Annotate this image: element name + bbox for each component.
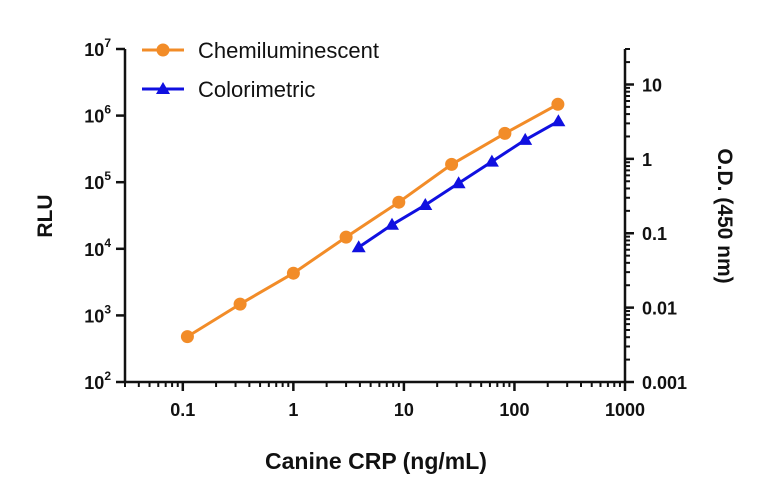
- y-tick-label: 102: [84, 369, 111, 393]
- data-point-colorimetric: [451, 176, 466, 189]
- axes: 102 103 104 105 106 107 0.001 0.01 0.1 1 10 0.1 1 10 1…: [84, 36, 687, 420]
- x-tick-label: 1000: [605, 400, 645, 420]
- y2-tick-label: 0.01: [642, 299, 677, 319]
- data-point-colorimetric: [385, 217, 399, 230]
- y-axis-title: RLU: [34, 194, 57, 237]
- data-point-chemiluminescent: [180, 330, 194, 344]
- y-tick-label: 106: [84, 103, 111, 127]
- y-tick-label: 103: [84, 302, 111, 326]
- y2-axis-title: O.D. (450 nm): [713, 148, 736, 283]
- data-point-colorimetric: [351, 240, 366, 253]
- data-point-colorimetric: [484, 154, 499, 167]
- x-tick-label: 10: [394, 400, 414, 420]
- x-axis-title: Canine CRP (ng/mL): [265, 448, 487, 474]
- x-tick-label: 1: [288, 400, 298, 420]
- legend: Chemiluminescent Colorimetric: [142, 38, 379, 102]
- data-point-colorimetric: [418, 198, 433, 210]
- series-line-chemiluminescent: [186, 102, 559, 338]
- legend-marker-colorimetric: [156, 82, 170, 94]
- data-point-chemiluminescent: [339, 230, 353, 244]
- legend-marker-chemiluminescent: [156, 43, 170, 57]
- data-point-chemiluminescent: [551, 97, 565, 111]
- legend-label-chemiluminescent: Chemiluminescent: [198, 38, 379, 63]
- x-tick-label: 100: [499, 400, 529, 420]
- legend-label-colorimetric: Colorimetric: [198, 77, 315, 102]
- y2-tick-label: 1: [642, 150, 652, 170]
- data-point-chemiluminescent: [498, 126, 512, 140]
- series-layer: [180, 97, 566, 344]
- data-point-chemiluminescent: [233, 297, 247, 311]
- data-point-colorimetric: [551, 114, 566, 127]
- x-tick-label: 0.1: [170, 400, 195, 420]
- data-point-colorimetric: [518, 132, 533, 145]
- y2-tick-label: 0.001: [642, 373, 687, 393]
- data-point-chemiluminescent: [392, 195, 406, 209]
- y-tick-label: 107: [84, 36, 111, 60]
- y2-tick-label: 0.1: [642, 224, 667, 244]
- y-tick-label: 104: [84, 236, 111, 260]
- data-point-chemiluminescent: [286, 266, 300, 280]
- y2-tick-label: 10: [642, 75, 662, 95]
- data-point-chemiluminescent: [445, 157, 459, 171]
- y-tick-label: 105: [84, 169, 111, 193]
